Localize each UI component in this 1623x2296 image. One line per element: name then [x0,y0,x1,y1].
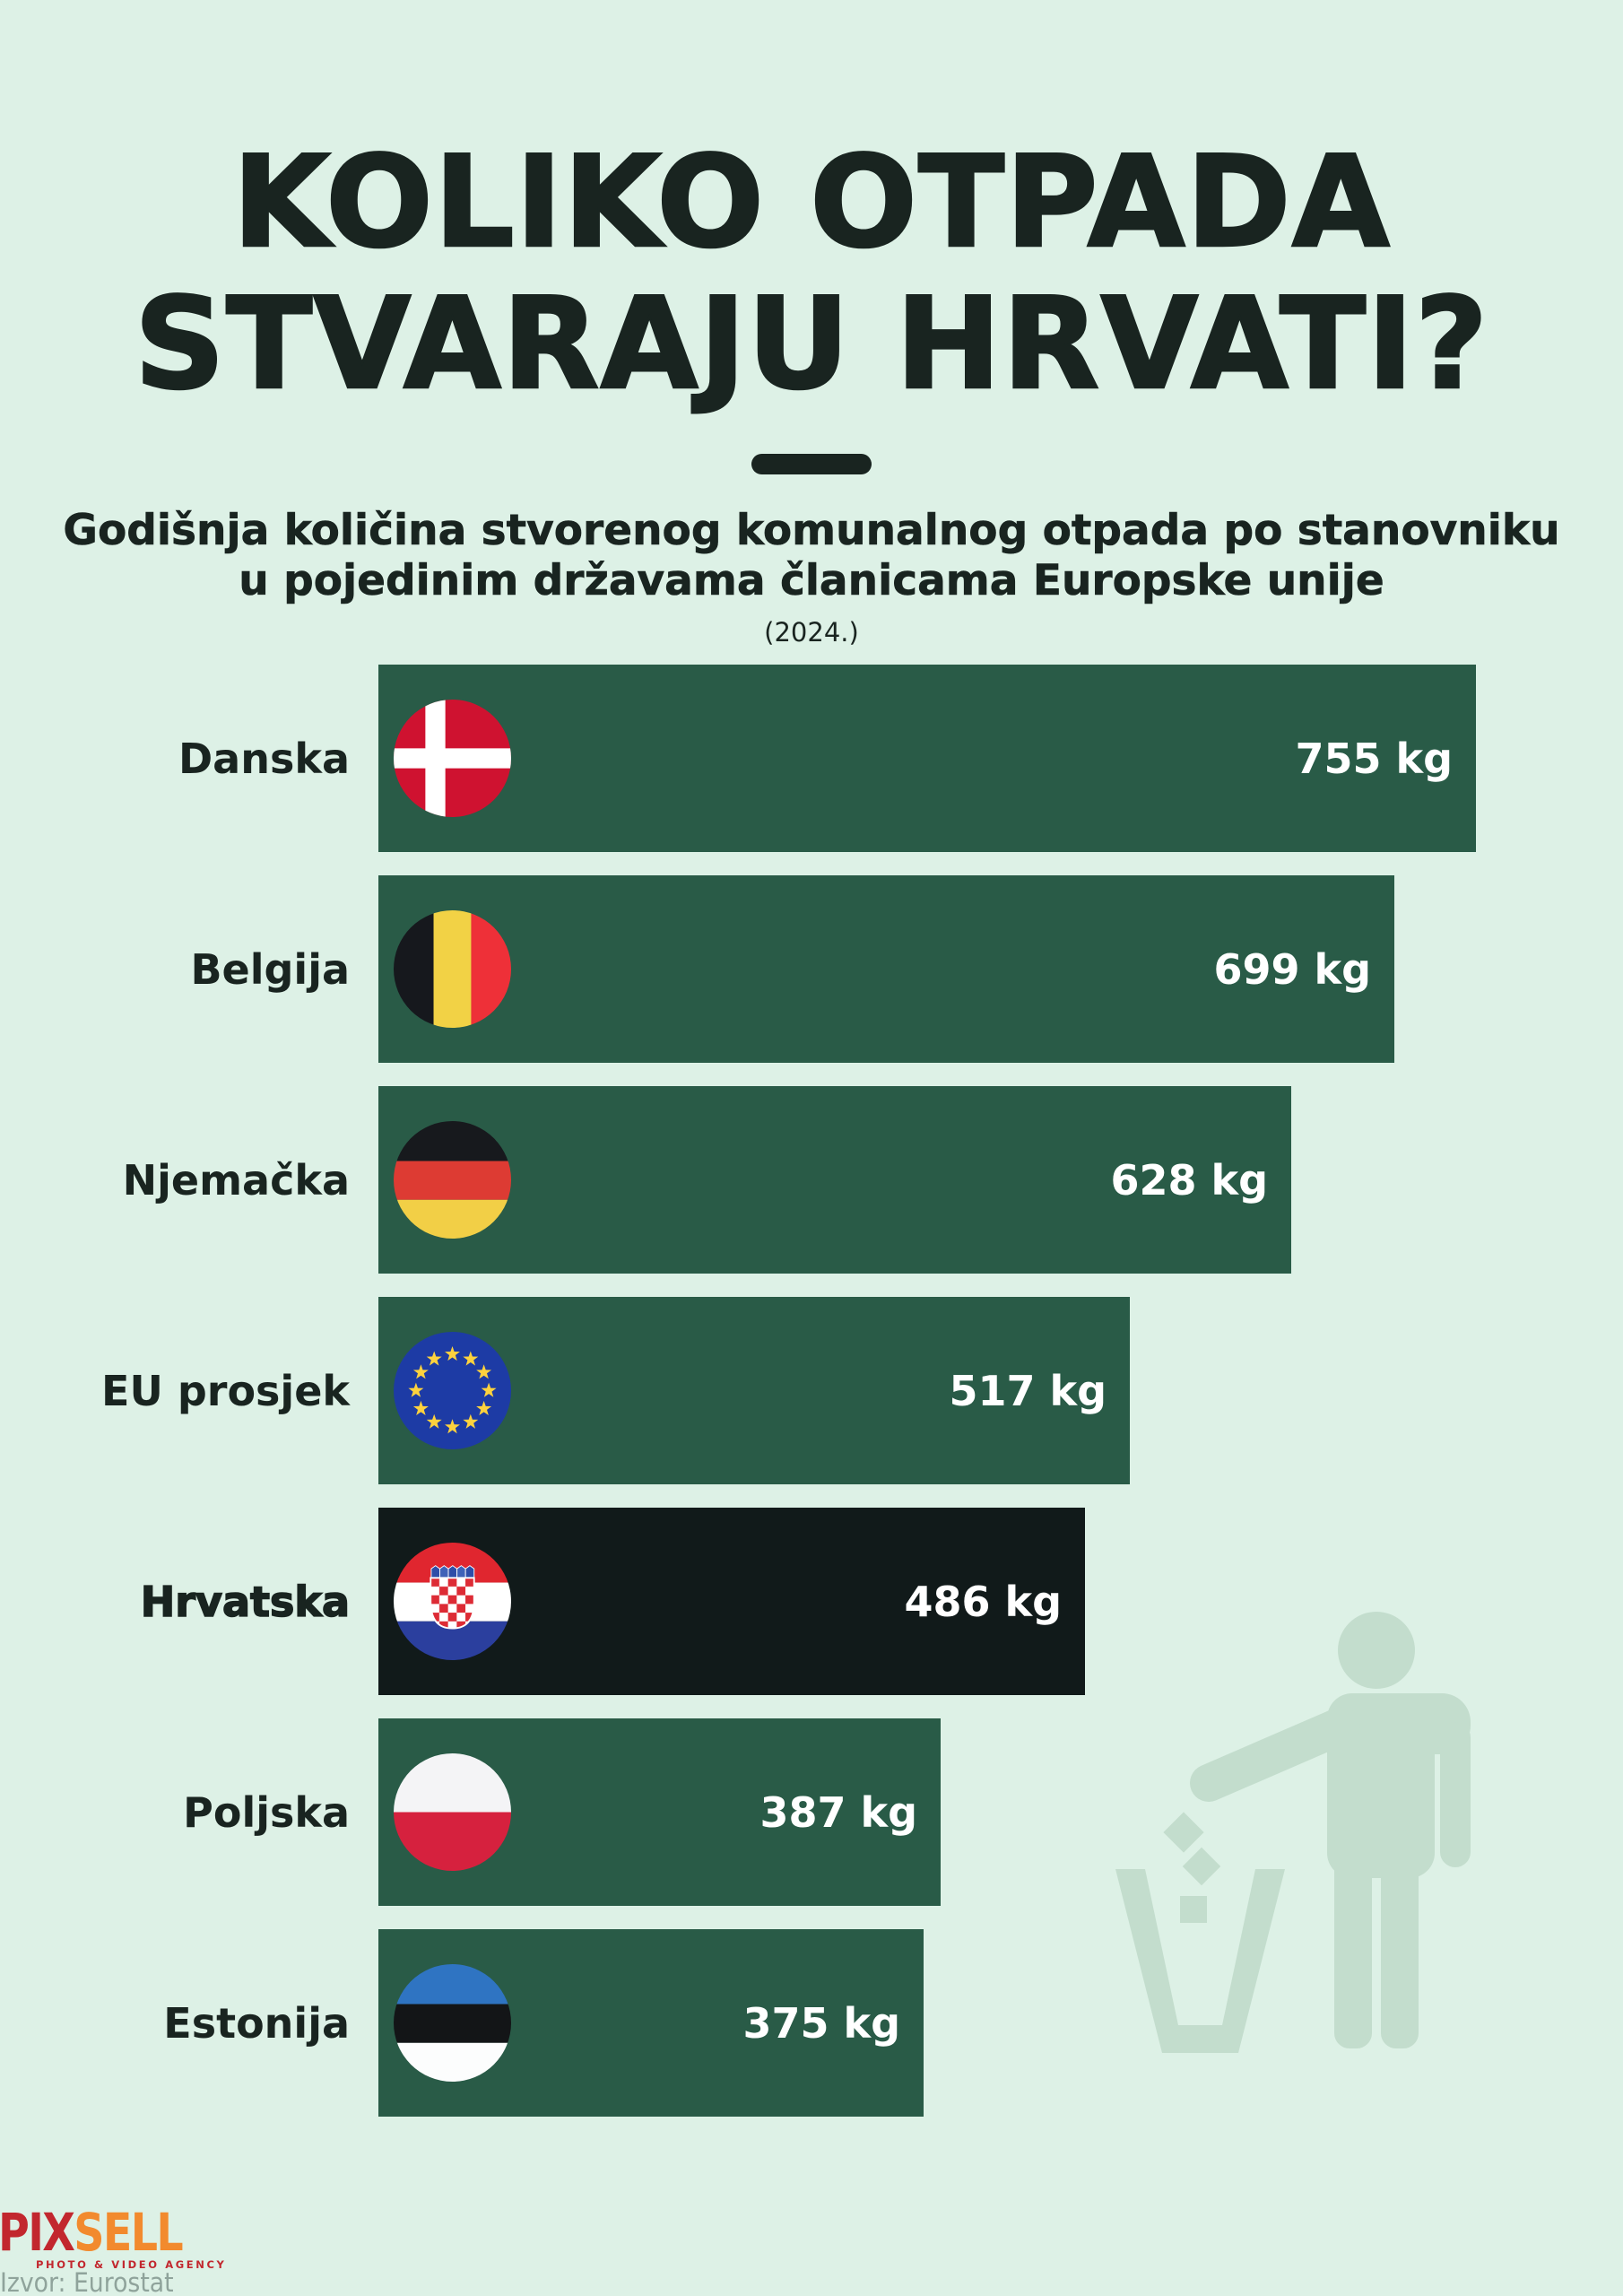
bar-row-hrvatska: Hrvatska 486 kg [0,1508,1623,1695]
bar-row-estonija: Estonija 375 kg [0,1929,1623,2117]
bar-hrvatska: 486 kg [378,1508,1085,1695]
bar-row-poljska: Poljska 387 kg [0,1718,1623,1906]
bar-value-poljska: 387 kg [759,1787,917,1837]
poland-flag-icon [394,1753,511,1871]
pixsell-logo-sell: SELL [74,2202,183,2263]
croatia-flag-icon [394,1543,511,1660]
country-label-njema-ka: Njemačka [122,1155,350,1205]
bar-danska: 755 kg [378,665,1476,852]
pixsell-tagline: PHOTO & VIDEO AGENCY [36,2258,227,2271]
bar-row-eu-prosjek: EU prosjek 517 kg [0,1297,1623,1484]
chart-subtitle-line1: Godišnja količina stvorenog komunalnog o… [63,506,1560,556]
estonia-flag-icon [394,1964,511,2082]
trash-person-illustration [1115,1612,1471,2053]
bar-value-hrvatska: 486 kg [904,1577,1062,1626]
page-title: KOLIKO OTPADA STVARAJU HRVATI? [0,131,1623,418]
bar-value-danska: 755 kg [1295,734,1453,783]
bar-row-danska: Danska 755 kg [0,665,1623,852]
page-title-line1: KOLIKO OTPADA [231,129,1391,276]
bar-value-njema-ka: 628 kg [1110,1155,1268,1205]
bar-row-njema-ka: Njemačka 628 kg [0,1086,1623,1274]
country-label-belgija: Belgija [190,944,350,994]
falling-trash-2 [1182,1847,1221,1886]
country-label-hrvatska: Hrvatska [140,1577,351,1627]
country-label-danska: Danska [178,734,350,783]
eu-flag-icon [394,1332,511,1449]
bar-eu-prosjek: 517 kg [378,1297,1130,1484]
bar-value-estonija: 375 kg [742,1998,900,2048]
pixsell-logo: PIXSELL [0,2202,184,2263]
person-right-leg [1381,1830,1419,2048]
chart-subtitle: Godišnja količina stvorenog komunalnog o… [0,506,1623,606]
germany-flag-icon [394,1121,511,1239]
bar-belgija: 699 kg [378,875,1394,1063]
trash-bin [1115,1869,1285,2053]
bar-value-belgija: 699 kg [1213,944,1371,994]
chart-subtitle-line2: u pojedinim državama članicama Europske … [239,556,1384,606]
bar-row-belgija: Belgija 699 kg [0,875,1623,1063]
bar-njema-ka: 628 kg [378,1086,1291,1274]
person-head [1338,1612,1415,1689]
person-left-leg [1334,1830,1372,2048]
pixsell-logo-pix: PIX [0,2202,75,2263]
falling-trash-1 [1163,1812,1204,1853]
country-label-eu-prosjek: EU prosjek [101,1366,350,1415]
year-note: (2024.) [764,617,859,648]
bar-estonija: 375 kg [378,1929,924,2117]
person-right-arm [1440,1722,1471,1867]
title-divider-dash [751,454,872,474]
country-label-estonija: Estonija [163,1998,350,2048]
falling-trash-3 [1180,1896,1207,1923]
country-label-poljska: Poljska [183,1787,350,1837]
source-note: Izvor: Eurostat [0,2267,174,2296]
person-left-arm [1190,1707,1360,1802]
belgium-flag-icon [394,910,511,1028]
denmark-flag-icon [394,700,511,817]
bar-value-eu-prosjek: 517 kg [949,1366,1107,1415]
bar-poljska: 387 kg [378,1718,941,1906]
page-title-line2: STVARAJU HRVATI? [133,270,1489,418]
